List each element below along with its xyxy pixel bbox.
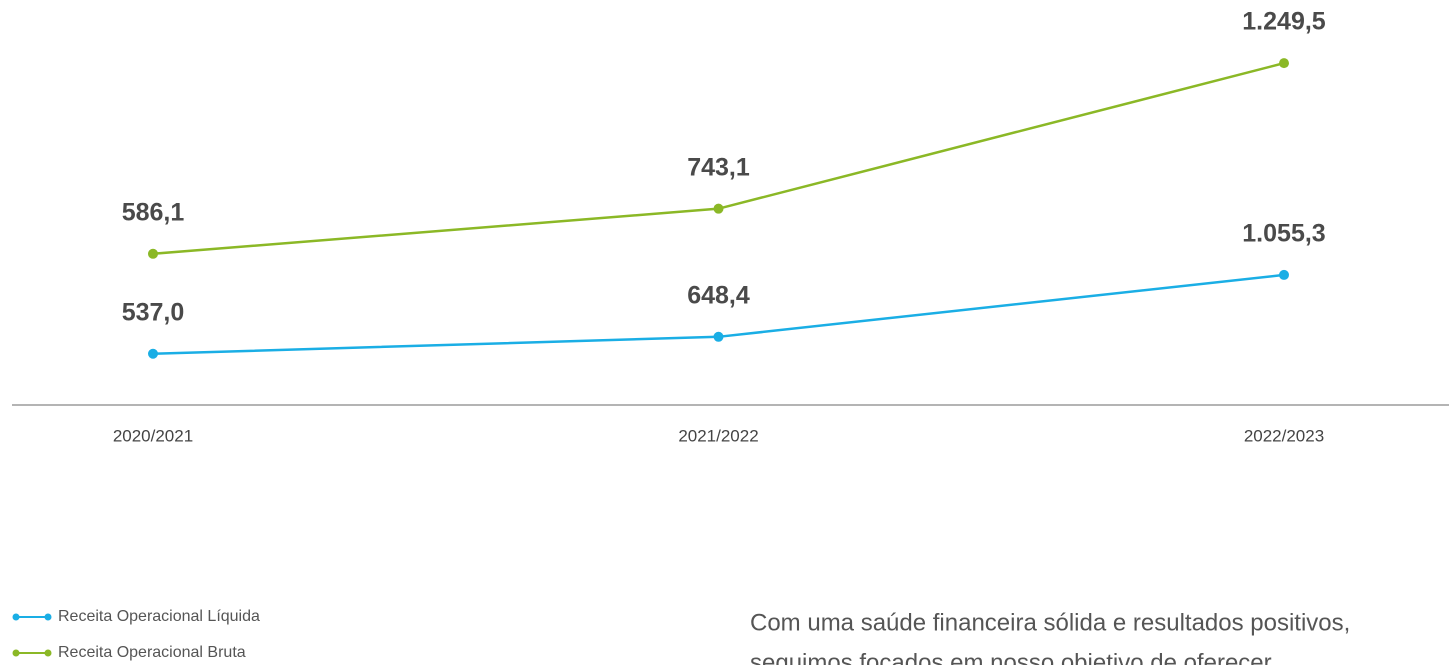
x-tick-label: 2022/2023: [1244, 426, 1324, 445]
data-point: [713, 203, 724, 214]
data-point: [148, 248, 158, 259]
data-label: 743,1: [687, 153, 750, 181]
x-tick-label: 2020/2021: [113, 426, 193, 445]
legend-dot: [44, 613, 52, 621]
data-label: 586,1: [122, 198, 185, 226]
data-point: [713, 331, 724, 342]
paragraph-line: Com uma saúde financeira sólida e result…: [750, 609, 1350, 636]
data-point: [148, 348, 158, 359]
legend-dot: [44, 649, 52, 657]
data-label: 1.055,3: [1242, 220, 1325, 248]
legend-label: Receita Operacional Bruta: [58, 644, 246, 661]
data-point: [1279, 269, 1289, 280]
data-label: 648,4: [687, 281, 750, 309]
paragraph-line: seguimos focados em nosso objetivo de of…: [750, 649, 1272, 665]
data-label: 537,0: [122, 298, 185, 326]
legend-dot: [12, 649, 20, 657]
x-tick-label: 2021/2022: [678, 426, 758, 445]
legend-dot: [12, 613, 20, 621]
data-label: 1.249,5: [1242, 8, 1326, 36]
data-point: [1279, 58, 1289, 69]
legend-label: Receita Operacional Líquida: [58, 608, 260, 625]
